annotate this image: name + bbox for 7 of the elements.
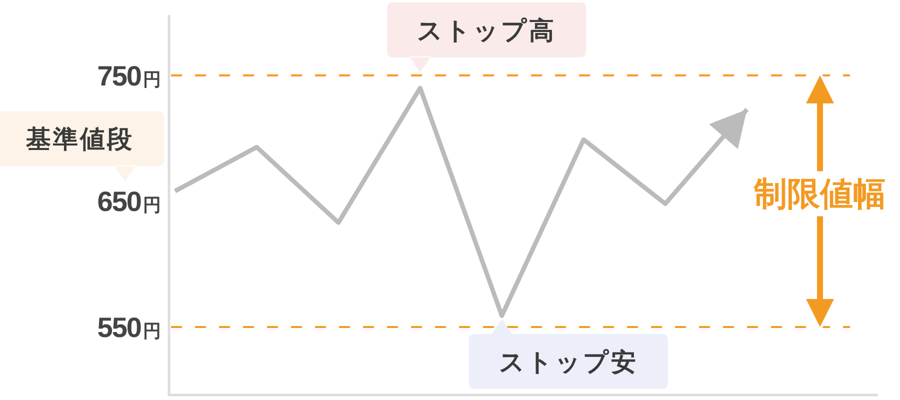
annotation: 制限値幅 [753,175,886,212]
ref-line-label: ストップ高 [417,16,556,45]
y-tick-label: 750円 [97,60,161,92]
ref-line-label: ストップ安 [498,348,638,377]
y-tick-label: 650円 [97,186,161,218]
text: 基準値段 [25,126,134,154]
y-tick-label: 550円 [97,312,161,344]
